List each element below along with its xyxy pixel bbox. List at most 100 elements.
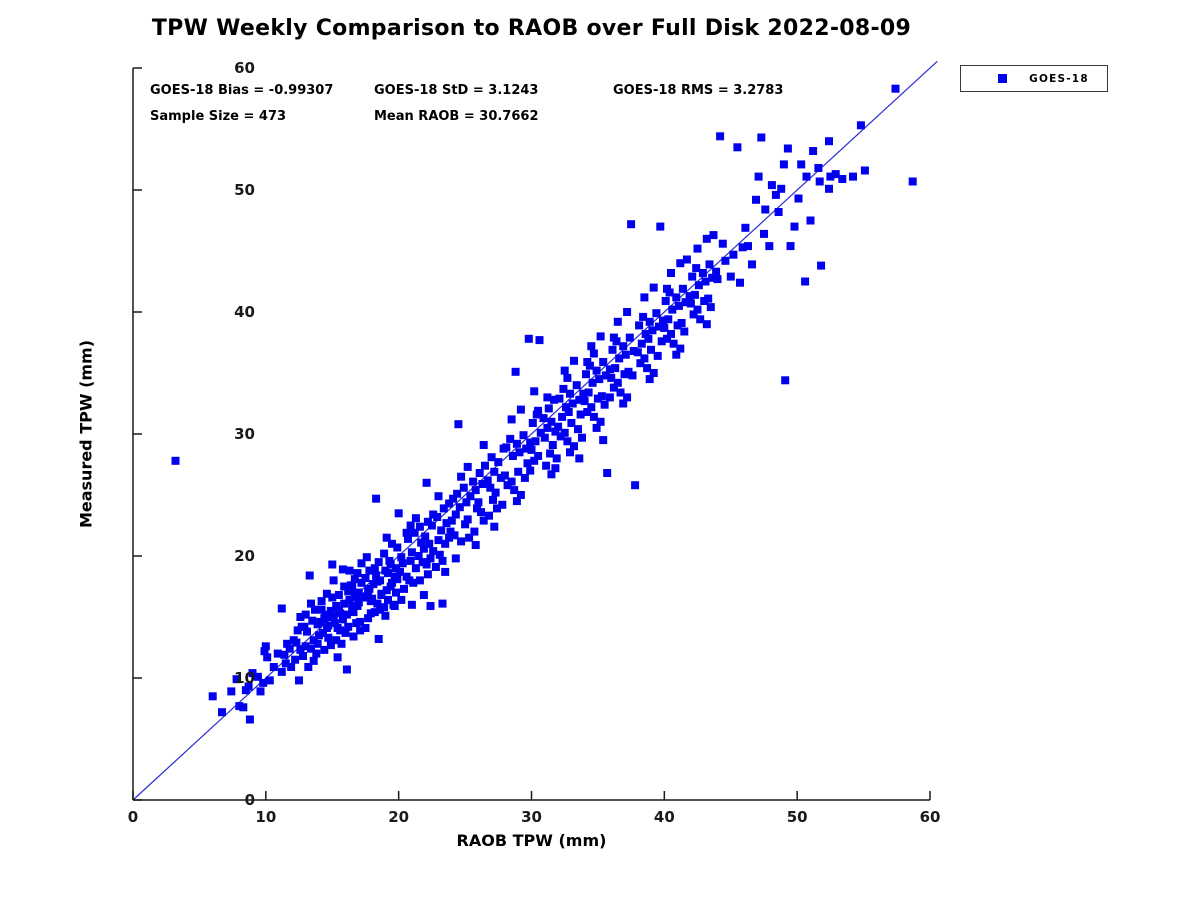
data-point	[300, 622, 309, 631]
data-point	[449, 494, 458, 503]
data-point	[441, 539, 450, 548]
data-point	[559, 384, 568, 393]
data-point	[860, 166, 869, 175]
data-point	[370, 608, 379, 617]
data-point	[494, 458, 503, 467]
data-point	[281, 659, 290, 668]
data-point	[398, 559, 407, 568]
data-point	[287, 663, 296, 671]
data-point	[510, 486, 519, 495]
data-point	[491, 488, 500, 497]
data-point	[305, 571, 314, 580]
data-point	[663, 334, 671, 343]
data-point	[849, 172, 857, 181]
data-point	[709, 231, 718, 240]
data-point	[333, 653, 342, 662]
data-point	[308, 616, 317, 625]
data-point	[526, 438, 535, 447]
data-point	[422, 560, 431, 569]
data-point	[589, 349, 598, 358]
data-point	[406, 521, 415, 530]
data-point	[326, 641, 335, 650]
data-point	[663, 284, 671, 293]
data-point	[656, 222, 665, 231]
data-point	[311, 605, 319, 614]
data-point	[567, 419, 576, 427]
data-point	[357, 559, 366, 568]
data-point	[704, 294, 713, 303]
data-point	[301, 642, 310, 651]
data-point	[754, 172, 763, 181]
data-point	[619, 399, 628, 408]
data-point	[726, 272, 735, 281]
data-point	[802, 172, 811, 181]
data-point	[260, 647, 269, 656]
x-tick-label: 0	[127, 808, 139, 826]
data-point	[474, 498, 483, 507]
data-point	[450, 531, 459, 540]
data-point	[419, 544, 428, 553]
stat-mean-raob: Mean RAOB = 30.7662	[374, 109, 539, 124]
data-point	[539, 414, 548, 423]
data-point	[490, 522, 499, 531]
data-point	[512, 497, 521, 506]
data-point	[463, 462, 472, 471]
data-point	[373, 599, 382, 608]
data-point	[429, 547, 438, 556]
data-point	[218, 708, 226, 717]
data-point	[563, 437, 572, 446]
data-point	[277, 667, 286, 676]
data-point	[277, 604, 286, 613]
data-point	[633, 348, 642, 357]
data-point	[332, 636, 341, 645]
data-point	[469, 477, 478, 486]
data-point	[551, 427, 560, 436]
data-point	[702, 234, 711, 243]
data-point	[542, 461, 551, 470]
data-point	[814, 164, 823, 172]
data-point	[388, 539, 396, 548]
data-point	[329, 613, 338, 621]
data-point	[380, 549, 389, 558]
data-point	[771, 190, 780, 199]
data-point	[774, 208, 783, 216]
data-point	[676, 344, 685, 353]
data-point	[786, 242, 795, 251]
data-point	[435, 550, 444, 559]
data-point	[370, 564, 379, 573]
data-point	[856, 121, 865, 130]
data-point	[353, 602, 362, 610]
data-point	[374, 635, 383, 643]
data-point	[507, 415, 516, 424]
data-point	[421, 532, 430, 541]
data-point	[227, 687, 236, 696]
data-point	[489, 495, 497, 504]
data-point	[328, 593, 337, 602]
data-point	[826, 172, 835, 181]
data-point	[765, 242, 774, 251]
data-point	[661, 297, 670, 305]
data-point	[825, 184, 833, 193]
data-point	[319, 628, 327, 637]
legend-box: GOES-18	[960, 65, 1108, 92]
data-point	[686, 299, 695, 308]
data-point	[471, 541, 480, 549]
data-point	[244, 682, 253, 691]
data-point	[649, 283, 658, 292]
data-point	[296, 613, 305, 621]
data-point	[716, 132, 725, 141]
data-point	[528, 419, 537, 427]
data-point	[563, 373, 572, 382]
data-point	[434, 492, 443, 501]
data-point	[439, 504, 448, 513]
data-point	[410, 528, 419, 537]
x-tick-label: 60	[919, 808, 941, 826]
data-point	[208, 692, 217, 701]
data-point	[733, 143, 742, 152]
data-point	[239, 703, 248, 712]
data-point	[414, 552, 423, 560]
data-point	[621, 350, 630, 359]
data-point	[609, 383, 618, 392]
x-tick-label: 10	[255, 808, 277, 826]
